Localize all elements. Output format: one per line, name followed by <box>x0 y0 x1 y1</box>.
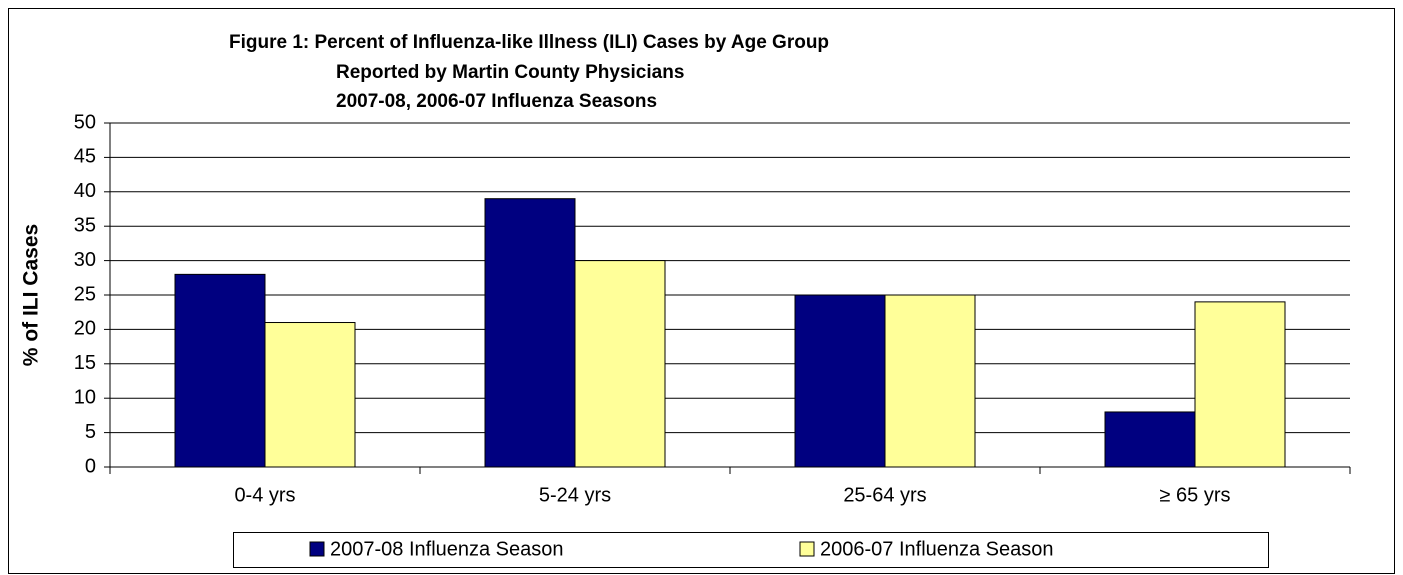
y-tick-label: 20 <box>74 318 96 340</box>
bar <box>264 322 356 468</box>
legend-swatch <box>799 541 815 557</box>
chart-title: 2007-08, 2006-07 Influenza Seasons <box>336 91 657 112</box>
y-tick-label: 0 <box>85 455 96 477</box>
y-tick-label: 15 <box>74 352 96 374</box>
legend-label: 2006-07 Influenza Season <box>820 538 1054 560</box>
y-tick-label: 10 <box>74 386 96 408</box>
y-tick-label: 30 <box>74 249 96 271</box>
bar <box>884 294 976 468</box>
bar <box>484 198 576 468</box>
x-tick-label: ≥ 65 yrs <box>1160 484 1231 506</box>
bar <box>1104 411 1196 468</box>
legend-label: 2007-08 Influenza Season <box>330 538 564 560</box>
legend-swatch <box>309 541 325 557</box>
bar <box>574 260 666 468</box>
y-tick-label: 40 <box>74 180 96 202</box>
chart-title: Figure 1: Percent of Influenza-like Illn… <box>229 32 829 53</box>
y-tick-label: 5 <box>85 421 96 443</box>
x-tick-label: 25-64 yrs <box>843 484 926 506</box>
x-tick-label: 5-24 yrs <box>539 484 611 506</box>
y-tick-label: 35 <box>74 214 96 236</box>
y-tick-label: 45 <box>74 146 96 168</box>
bar <box>174 273 266 468</box>
y-tick-label: 25 <box>74 283 96 305</box>
y-tick-label: 50 <box>74 111 96 133</box>
y-axis-label: % of ILI Cases <box>20 224 43 366</box>
chart-title: Reported by Martin County Physicians <box>336 62 684 83</box>
x-tick-label: 0-4 yrs <box>234 484 295 506</box>
legend-box <box>233 532 1269 568</box>
bar <box>1194 301 1286 468</box>
bar <box>794 294 886 468</box>
